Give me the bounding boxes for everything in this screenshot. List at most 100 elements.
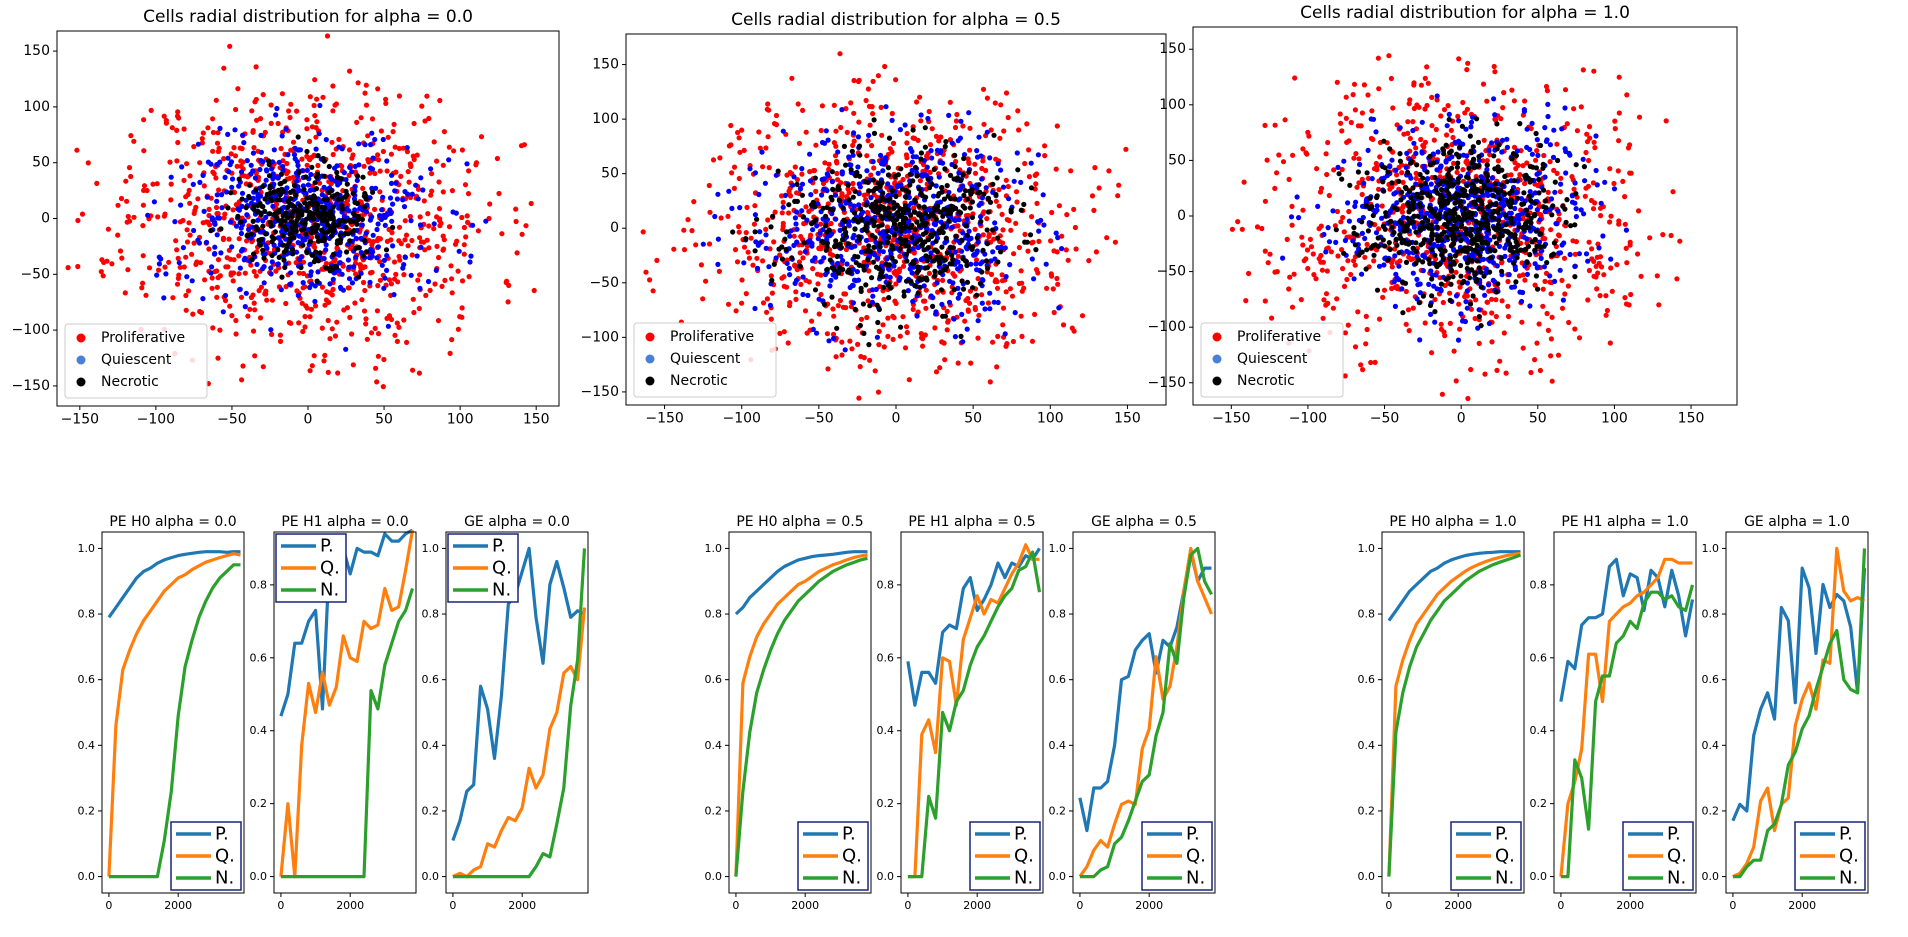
- cell-point: [1492, 112, 1498, 118]
- cell-point: [1447, 320, 1453, 326]
- cell-point: [874, 204, 880, 210]
- cell-point: [1123, 146, 1129, 152]
- cell-point: [803, 204, 809, 210]
- cell-point: [1318, 223, 1324, 229]
- cell-point: [780, 204, 786, 210]
- cell-point: [1597, 205, 1604, 211]
- cell-point: [918, 172, 924, 178]
- cell-point: [258, 284, 264, 290]
- cell-point: [414, 152, 420, 158]
- cell-point: [200, 172, 206, 178]
- cell-point: [381, 285, 387, 291]
- cell-point: [320, 155, 326, 162]
- cell-point: [141, 117, 147, 123]
- cell-point: [1381, 262, 1387, 268]
- cell-point: [263, 214, 269, 220]
- cell-point: [341, 213, 347, 219]
- cell-point: [513, 206, 519, 212]
- cell-point: [330, 286, 336, 292]
- cell-point: [1009, 293, 1016, 299]
- cell-point: [227, 219, 234, 225]
- cell-point: [1399, 209, 1405, 215]
- cell-point: [275, 247, 281, 253]
- cell-point: [200, 296, 206, 302]
- cell-point: [65, 265, 71, 271]
- y-tick-label: 0: [610, 220, 619, 236]
- cell-point: [794, 190, 800, 196]
- cell-point: [1307, 236, 1313, 242]
- cell-point: [1636, 208, 1642, 214]
- cell-point: [891, 263, 897, 269]
- cell-point: [1615, 168, 1621, 174]
- cell-point: [1361, 82, 1367, 88]
- cell-point: [946, 218, 952, 224]
- cell-point: [156, 261, 162, 267]
- cell-point: [1539, 226, 1545, 232]
- cell-point: [959, 248, 965, 254]
- cell-point: [912, 226, 918, 233]
- cell-point: [919, 335, 925, 341]
- cell-point: [1389, 184, 1395, 190]
- cell-point: [990, 249, 996, 255]
- cell-point: [236, 183, 242, 189]
- cell-point: [891, 232, 898, 238]
- cell-point: [897, 127, 904, 133]
- cell-point: [1018, 268, 1024, 274]
- cell-point: [1511, 98, 1517, 104]
- cell-point: [824, 204, 830, 211]
- cell-point: [326, 163, 332, 170]
- cell-point: [1451, 160, 1457, 166]
- cell-point: [275, 187, 281, 193]
- cell-point: [870, 78, 876, 84]
- cell-point: [928, 250, 934, 256]
- cell-point: [848, 100, 854, 106]
- cell-point: [307, 272, 314, 278]
- cell-point: [983, 185, 989, 191]
- cell-point: [276, 159, 282, 165]
- cell-point: [960, 255, 966, 262]
- cell-point: [225, 155, 231, 161]
- cell-point: [255, 191, 261, 197]
- x-tick-label: −100: [722, 411, 760, 427]
- cell-point: [800, 274, 806, 280]
- cell-point: [1051, 309, 1057, 316]
- cell-point: [359, 216, 365, 222]
- cell-point: [715, 191, 721, 197]
- cell-point: [871, 223, 877, 229]
- legend-box: [64, 323, 208, 399]
- cell-point: [1586, 239, 1592, 245]
- cell-point: [870, 159, 876, 165]
- cell-point: [879, 269, 885, 275]
- cell-point: [1351, 155, 1357, 161]
- cell-point: [801, 221, 807, 227]
- cell-point: [836, 197, 843, 203]
- cell-point: [1548, 353, 1554, 359]
- cell-point: [917, 178, 924, 184]
- cell-point: [336, 136, 342, 142]
- x-tick-label: −50: [804, 411, 834, 427]
- cell-point: [929, 155, 935, 161]
- cell-point: [208, 270, 214, 276]
- cell-point: [331, 193, 337, 199]
- cell-point: [1514, 148, 1521, 154]
- cell-point: [855, 134, 862, 140]
- cell-point: [867, 357, 873, 363]
- cell-point: [924, 258, 930, 264]
- cell-point: [313, 303, 319, 309]
- cell-point: [1331, 167, 1337, 173]
- cell-point: [893, 281, 899, 287]
- cell-point: [965, 307, 971, 313]
- cell-point: [225, 131, 231, 137]
- cell-point: [411, 156, 417, 163]
- cell-point: [296, 187, 302, 194]
- cell-point: [295, 240, 301, 246]
- cell-point: [330, 83, 336, 89]
- cell-point: [1300, 207, 1306, 213]
- cell-point: [875, 180, 881, 186]
- cell-point: [1428, 311, 1434, 317]
- cell-point: [179, 164, 185, 170]
- cell-point: [883, 213, 889, 219]
- cell-point: [973, 257, 980, 263]
- cell-point: [820, 205, 826, 211]
- cell-point: [835, 303, 842, 309]
